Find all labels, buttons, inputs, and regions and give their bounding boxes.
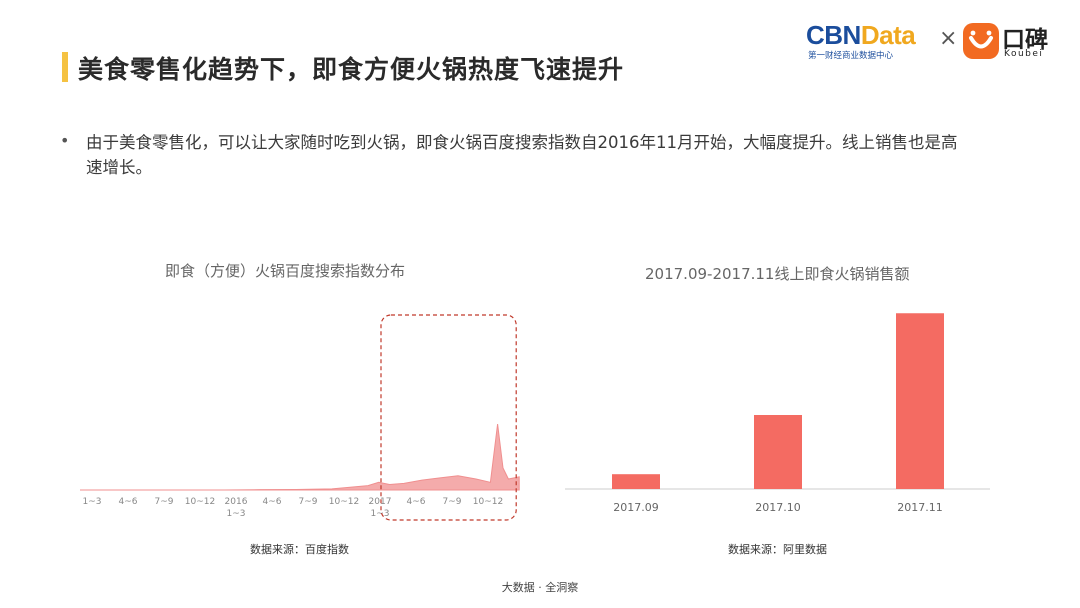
- left-chart-source: 数据来源：百度指数: [250, 543, 349, 556]
- left-x-tick-label: 10~12: [473, 497, 503, 507]
- sales-bar: [896, 313, 944, 489]
- cbndata-subtitle: 第一财经商业数据中心: [808, 51, 894, 61]
- left-x-tick-label: 7~9: [299, 497, 318, 507]
- cbn-logo-text: CBN: [806, 20, 861, 50]
- logo-group: CBNData 第一财经商业数据中心 × 口碑 Koubei: [806, 18, 1058, 64]
- sales-bar-chart: 2017.09 2017.10 2017.11: [565, 313, 990, 514]
- sales-bar: [612, 474, 660, 489]
- right-x-tick-label: 2017.09: [613, 501, 659, 514]
- footer-tagline: 大数据 · 全洞察: [501, 581, 579, 594]
- bullet-marker: •: [60, 131, 70, 150]
- koubei-logo-text: 口碑: [1002, 27, 1048, 53]
- left-x-tick-label: 2016 1~3: [225, 497, 248, 519]
- title-accent-bar: [62, 52, 68, 82]
- data-logo-text: Data: [860, 20, 916, 50]
- sales-bar: [754, 415, 802, 489]
- cbndata-logo: CBNData: [806, 20, 916, 51]
- left-x-tick-label: 4~6: [407, 497, 426, 507]
- right-chart-title: 2017.09-2017.11线上即食火锅销售额: [645, 265, 910, 283]
- left-x-tick-label: 7~9: [155, 497, 174, 507]
- left-x-tick-label: 7~9: [443, 497, 462, 507]
- left-chart-title: 即食（方便）火锅百度搜索指数分布: [165, 262, 406, 280]
- highlight-box: [380, 314, 517, 521]
- left-x-tick-label: 2017 1~3: [369, 497, 392, 519]
- right-chart-source: 数据来源：阿里数据: [728, 543, 827, 556]
- left-x-tick-label: 10~12: [185, 497, 215, 507]
- koubei-smile-icon: [963, 23, 999, 59]
- bullet-text: 由于美食零售化，可以让大家随时吃到火锅，即食火锅百度搜索指数自2016年11月开…: [86, 133, 958, 177]
- right-x-tick-label: 2017.11: [897, 501, 943, 514]
- left-x-tick-label: 1~3: [83, 497, 102, 507]
- search-index-area-chart: 1~3 4~6 7~9 10~12 2016 1~3 4~6 7~9 10~12 2017 1~3 4…: [80, 314, 520, 521]
- left-x-tick-label: 10~12: [329, 497, 359, 507]
- left-x-tick-label: 4~6: [263, 497, 282, 507]
- koubei-logo-subtitle: Koubei: [1004, 49, 1044, 59]
- times-separator: ×: [939, 26, 958, 51]
- page-title: 美食零售化趋势下，即食方便火锅热度飞速提升: [78, 55, 625, 84]
- search-index-area: [80, 423, 520, 491]
- right-x-tick-label: 2017.10: [755, 501, 801, 514]
- left-x-tick-label: 4~6: [119, 497, 138, 507]
